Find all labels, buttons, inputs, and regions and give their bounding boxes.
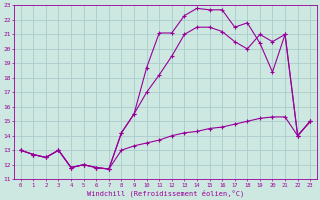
X-axis label: Windchill (Refroidissement éolien,°C): Windchill (Refroidissement éolien,°C) <box>87 189 244 197</box>
